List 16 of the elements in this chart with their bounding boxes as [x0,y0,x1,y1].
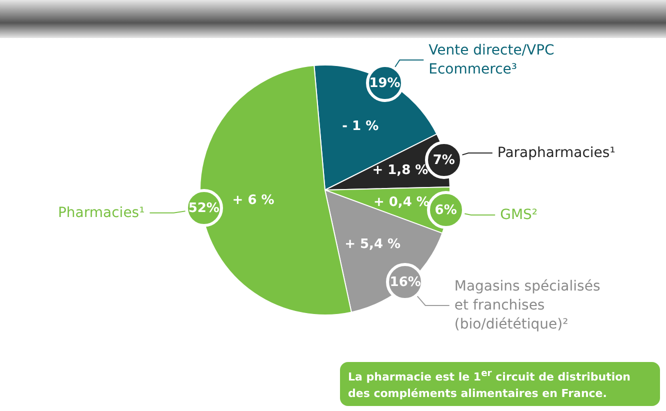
text: - 1 % [341,118,380,136]
data-label: 19% [366,64,404,102]
data-label: 6% [434,202,457,218]
slice-label: Parapharmacies¹ [497,144,616,161]
text: La pharmacie est le 1$^{er}$ circuit de distribution des compléments alimentaires en France. [340,362,660,406]
text: + 5,4 % [344,236,402,254]
data-label: 16% [386,263,424,302]
text: + 6 % [232,192,274,208]
data-label: 52% [184,189,223,228]
data-label: 7% [432,152,455,168]
text: + 0,4 % [373,194,430,210]
slice-label: Magasins spécialisés et franchises (bio/diététique)² [454,278,600,332]
slice-label: Pharmacies¹ [58,204,145,221]
slice-label: GMS² [500,206,538,223]
slice-label: Vente directe/VPC Ecommerce³ [428,42,555,78]
text: + 1,8 % [372,163,428,178]
